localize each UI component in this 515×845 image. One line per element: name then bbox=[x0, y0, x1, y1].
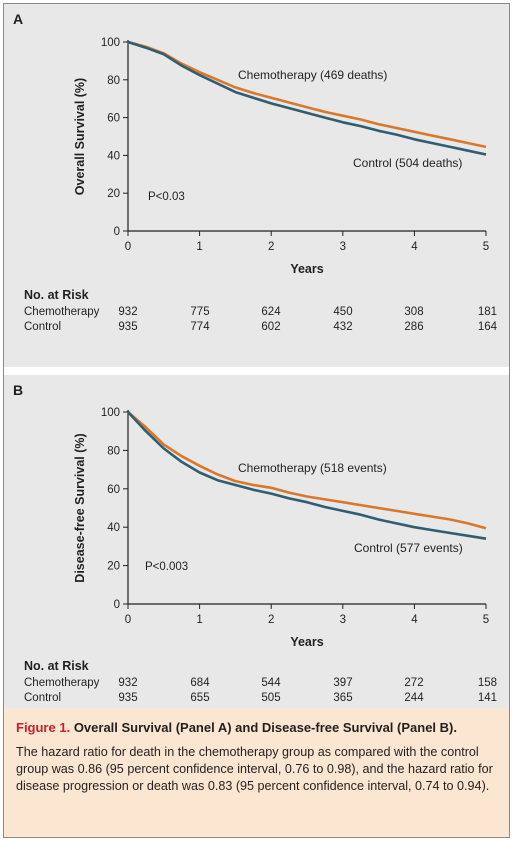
risk-value: 244 bbox=[404, 692, 424, 704]
y-tick-label: 100 bbox=[101, 37, 120, 49]
x-tick-label: 5 bbox=[483, 614, 489, 626]
risk-value: 505 bbox=[261, 692, 281, 704]
risk-row-label: Chemotherapy bbox=[24, 677, 100, 689]
figure-frame: A 0 20 40 60 80 100 0 1 2 3 4 5 Years Overall Surviva… bbox=[3, 3, 510, 838]
x-tick-label: 2 bbox=[268, 614, 274, 626]
risk-value: 932 bbox=[118, 306, 138, 318]
risk-value: 450 bbox=[333, 306, 353, 318]
y-tick-label: 100 bbox=[101, 407, 120, 419]
risk-value: 774 bbox=[190, 321, 210, 333]
x-tick-label: 1 bbox=[196, 614, 202, 626]
y-tick-label: 0 bbox=[114, 599, 120, 611]
p-value-annotation: P<0.003 bbox=[145, 561, 188, 573]
figure-label: Figure 1. bbox=[16, 720, 71, 735]
risk-value: 141 bbox=[477, 692, 497, 704]
risk-value: 655 bbox=[190, 692, 210, 704]
risk-row-chemotherapy: Chemotherapy 932 684 544 397 272 158 bbox=[4, 677, 509, 692]
risk-value: 432 bbox=[333, 321, 353, 333]
risk-value: 602 bbox=[261, 321, 281, 333]
y-tick-label: 60 bbox=[107, 484, 120, 496]
y-tick-label: 0 bbox=[114, 226, 120, 238]
caption-title: Overall Survival (Panel A) and Disease-f… bbox=[73, 720, 457, 735]
y-tick-label: 40 bbox=[107, 522, 120, 534]
risk-value: 181 bbox=[477, 306, 497, 318]
control-series-label: Control (577 events) bbox=[354, 541, 463, 555]
x-tick-label: 4 bbox=[411, 614, 418, 626]
risk-row-label: Control bbox=[24, 692, 62, 704]
panel-label: A bbox=[13, 11, 24, 27]
control-curve bbox=[127, 411, 487, 540]
y-tick-label: 80 bbox=[107, 445, 120, 457]
risk-row-label: Chemotherapy bbox=[24, 306, 100, 318]
risk-value: 158 bbox=[477, 677, 497, 689]
x-tick-label: 4 bbox=[411, 241, 418, 253]
risk-value: 544 bbox=[261, 677, 281, 689]
panel-divider bbox=[4, 367, 509, 375]
y-tick-label: 60 bbox=[107, 113, 120, 125]
x-tick-label: 3 bbox=[340, 241, 346, 253]
overall-survival-chart: 0 20 40 60 80 100 0 1 2 3 4 5 Years Overall Survival … bbox=[73, 37, 489, 274]
risk-value: 935 bbox=[118, 321, 138, 333]
x-tick-label: 0 bbox=[125, 241, 131, 253]
panel-b: B 0 20 40 60 80 100 0 1 2 3 4 5 Years Disease-free Su… bbox=[4, 375, 509, 708]
risk-value: 775 bbox=[190, 306, 210, 318]
chemotherapy-curve bbox=[127, 40, 487, 149]
risk-row-control: Control 935 655 505 365 244 141 bbox=[4, 692, 509, 707]
caption-body: The hazard ratio for death in the chemot… bbox=[16, 745, 493, 793]
x-axis-label: Years bbox=[290, 635, 323, 647]
x-tick-label: 2 bbox=[268, 241, 274, 253]
x-axis-label: Years bbox=[290, 262, 323, 274]
disease-free-survival-chart: 0 20 40 60 80 100 0 1 2 3 4 5 Years Disease-free Surv… bbox=[73, 407, 489, 647]
control-curve bbox=[127, 40, 487, 156]
y-tick-label: 80 bbox=[107, 75, 120, 87]
y-tick-label: 20 bbox=[107, 561, 120, 573]
risk-value: 397 bbox=[333, 677, 353, 689]
risk-value: 164 bbox=[477, 321, 497, 333]
chemotherapy-curve bbox=[127, 411, 487, 530]
figure-caption: Figure 1. Overall Survival (Panel A) and… bbox=[4, 708, 509, 837]
panel-a: A 0 20 40 60 80 100 0 1 2 3 4 5 Years Overall Surviva… bbox=[4, 4, 509, 367]
x-tick-label: 5 bbox=[483, 241, 489, 253]
y-tick-label: 40 bbox=[107, 150, 120, 162]
risk-table-title: No. at Risk bbox=[24, 288, 89, 302]
risk-table-title: No. at Risk bbox=[24, 659, 89, 673]
risk-row-chemotherapy: Chemotherapy 932 775 624 450 308 181 bbox=[4, 306, 509, 321]
risk-row-label: Control bbox=[24, 321, 62, 333]
risk-row-control: Control 935 774 602 432 286 164 bbox=[4, 321, 509, 336]
x-tick-label: 1 bbox=[196, 241, 202, 253]
x-tick-label: 0 bbox=[125, 614, 131, 626]
y-axis-label: Overall Survival (%) bbox=[73, 78, 87, 195]
x-tick-label: 3 bbox=[340, 614, 346, 626]
risk-value: 308 bbox=[404, 306, 424, 318]
control-series-label: Control (504 deaths) bbox=[353, 156, 462, 170]
y-tick-label: 20 bbox=[107, 188, 120, 200]
chemotherapy-series-label: Chemotherapy (518 events) bbox=[238, 461, 387, 475]
p-value-annotation: P<0.03 bbox=[148, 191, 185, 203]
risk-value: 932 bbox=[118, 677, 138, 689]
risk-value: 286 bbox=[404, 321, 424, 333]
risk-value: 272 bbox=[404, 677, 424, 689]
risk-value: 365 bbox=[333, 692, 353, 704]
caption-title-line: Figure 1. Overall Survival (Panel A) and… bbox=[16, 720, 457, 735]
panel-label: B bbox=[13, 382, 24, 398]
risk-value: 684 bbox=[190, 677, 210, 689]
risk-value: 624 bbox=[261, 306, 281, 318]
y-axis-label: Disease-free Survival (%) bbox=[73, 433, 87, 582]
risk-value: 935 bbox=[118, 692, 138, 704]
chemotherapy-series-label: Chemotherapy (469 deaths) bbox=[238, 68, 387, 82]
